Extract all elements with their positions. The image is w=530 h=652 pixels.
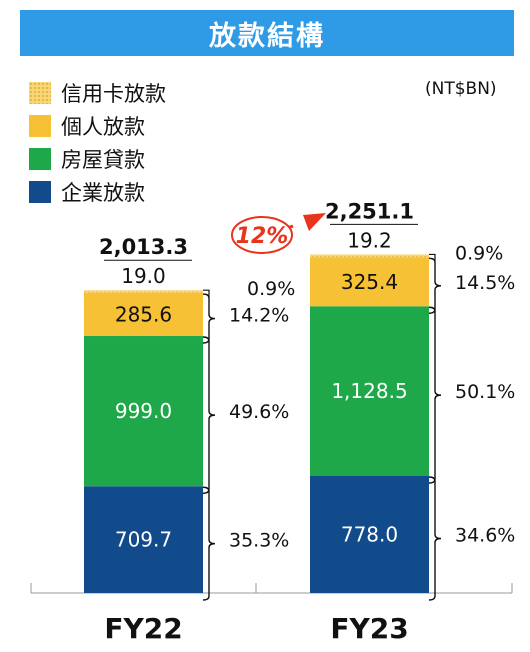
data-label: 325.4 — [341, 270, 398, 294]
chart-title: 放款結構 — [20, 10, 514, 56]
share-label: 49.6% — [229, 401, 289, 423]
yellow-swatch-icon — [29, 115, 51, 137]
bar-segment-corporate — [84, 486, 203, 593]
bar-segment-mortgage — [310, 306, 429, 476]
legend-item-corporate: 企業放款 — [29, 177, 145, 207]
share-leader — [203, 289, 210, 298]
data-label: 1,128.5 — [331, 379, 407, 403]
data-label: 19.0 — [121, 264, 166, 288]
legend-item-credit-card: 信用卡放款 — [29, 78, 166, 108]
unit-label: (NT$BN) — [425, 79, 497, 99]
data-label: 19.2 — [347, 228, 392, 252]
data-label: 999.0 — [115, 399, 172, 423]
share-label: 50.1% — [455, 381, 515, 403]
total-label: 2,013.3 — [99, 235, 188, 259]
legend-label: 信用卡放款 — [61, 82, 166, 106]
share-label: 14.5% — [455, 272, 515, 294]
bar-segment-credit-card — [310, 254, 429, 258]
legend-item-personal: 個人放款 — [29, 111, 145, 141]
growth-arrow-head — [303, 213, 326, 231]
share-label: 0.9% — [455, 242, 503, 264]
navy-swatch-icon — [29, 181, 51, 203]
data-label: 709.7 — [115, 528, 172, 552]
legend-label: 房屋貸款 — [61, 148, 145, 172]
legend-item-mortgage: 房屋貸款 — [29, 144, 145, 174]
bracket-mark — [202, 336, 216, 494]
share-label: 14.2% — [229, 305, 289, 327]
bracket-mark — [428, 306, 442, 484]
bar-segment-personal — [310, 257, 429, 307]
bracket-mark — [202, 486, 216, 601]
data-label: 778.0 — [341, 522, 398, 546]
share-leader — [429, 253, 436, 262]
bar-segment-personal — [84, 293, 203, 337]
legend-label: 企業放款 — [61, 181, 145, 205]
legend-label: 個人放款 — [61, 115, 145, 139]
bracket-mark — [428, 257, 442, 314]
category-label: FY23 — [330, 612, 408, 645]
bar-segment-corporate — [310, 475, 429, 593]
bar-segment-mortgage — [84, 336, 203, 487]
dotted-swatch-icon — [29, 82, 51, 104]
growth-label: 12% — [236, 224, 289, 249]
green-swatch-icon — [29, 148, 51, 170]
share-label: 35.3% — [229, 530, 289, 552]
growth-badge — [231, 216, 293, 254]
bar-segment-credit-card — [84, 290, 203, 294]
bracket-mark — [428, 476, 442, 601]
total-label: 2,251.1 — [325, 199, 414, 223]
category-label: FY22 — [104, 612, 182, 645]
share-label: 34.6% — [455, 524, 515, 546]
bracket-mark — [202, 293, 216, 344]
share-label: 0.9% — [247, 278, 295, 300]
data-label: 285.6 — [115, 303, 172, 327]
